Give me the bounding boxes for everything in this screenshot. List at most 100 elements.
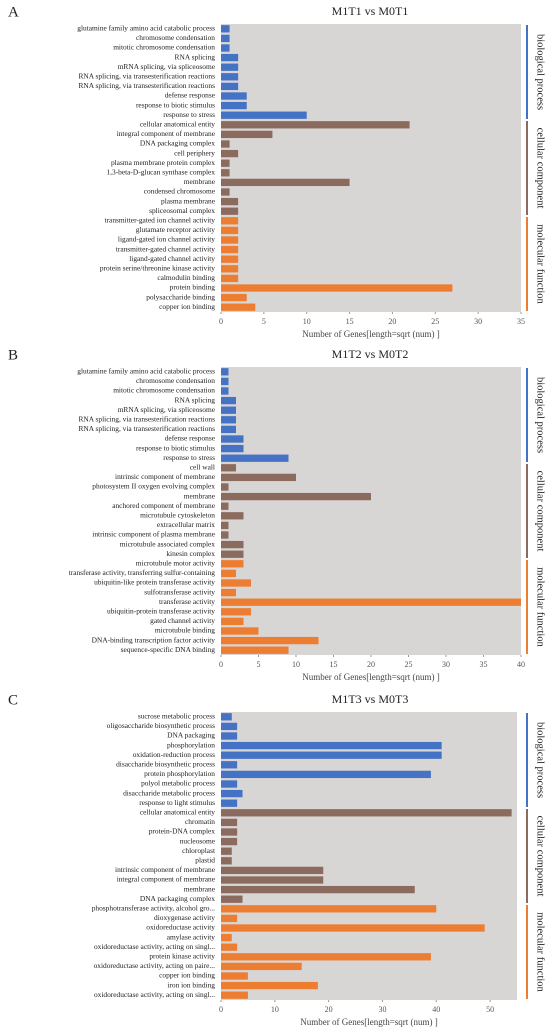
bar xyxy=(221,416,236,424)
category-label: polysaccharide binding xyxy=(146,292,215,301)
panel-label: C xyxy=(8,692,18,708)
category-label: photosystem II oxygen evolving complex xyxy=(92,482,215,491)
group-label: cellular component xyxy=(535,128,546,209)
bar xyxy=(221,159,230,167)
category-label: intrinsic component of membrane xyxy=(115,472,216,481)
bar xyxy=(221,885,415,894)
category-label: RNA splicing, via transesterification re… xyxy=(79,415,216,424)
group-label: biological process xyxy=(535,34,546,110)
x-tick-label: 15 xyxy=(330,660,338,669)
category-label: condensed chromosome xyxy=(144,187,216,196)
category-label: RNA splicing, via transesterification re… xyxy=(79,81,216,90)
category-label: glutamine family amino acid catabolic pr… xyxy=(77,24,215,33)
bar xyxy=(221,492,371,501)
bar xyxy=(221,866,324,875)
category-label: integral component of membrane xyxy=(117,875,216,884)
bar xyxy=(221,169,230,177)
category-label: spliceosomal complex xyxy=(149,206,215,215)
bar xyxy=(221,245,239,254)
category-label: RNA splicing xyxy=(175,52,216,61)
category-label: amylase activity xyxy=(167,932,216,941)
bar xyxy=(221,837,238,846)
category-label: chromosome condensation xyxy=(136,376,215,385)
category-label: 1,3-beta-D-glucan synthase complex xyxy=(106,168,215,177)
bar xyxy=(221,387,229,395)
category-label: iron ion binding xyxy=(167,980,215,989)
bar xyxy=(221,617,244,626)
category-label: mRNA splicing, via spliceosome xyxy=(118,405,216,414)
x-tick-label: 5 xyxy=(262,317,266,326)
group-label: biological process xyxy=(535,377,546,453)
bar xyxy=(221,265,239,273)
category-label: integral component of membrane xyxy=(117,129,216,138)
x-tick-label: 35 xyxy=(480,660,488,669)
bar xyxy=(221,274,239,283)
category-label: cellular anatomical entity xyxy=(140,120,215,129)
bar xyxy=(221,111,307,119)
category-label: plasma membrane protein complex xyxy=(111,158,215,167)
bar xyxy=(221,598,521,606)
bar xyxy=(221,799,238,807)
bar xyxy=(221,569,236,578)
bar xyxy=(221,284,453,292)
bar xyxy=(221,531,229,539)
bar xyxy=(221,646,289,654)
bar xyxy=(221,396,236,405)
panel-label: A xyxy=(8,4,19,20)
bar xyxy=(221,741,442,750)
bar xyxy=(221,303,256,311)
bar xyxy=(221,130,273,139)
bar xyxy=(221,962,302,971)
group-label: molecular function xyxy=(535,567,546,647)
bar xyxy=(221,92,247,100)
bar xyxy=(221,789,243,798)
bar xyxy=(221,627,259,635)
x-tick-label: 30 xyxy=(442,660,450,669)
group-label: molecular function xyxy=(535,912,546,992)
chart-title: M1T3 vs M0T3 xyxy=(332,692,409,706)
bar xyxy=(221,226,239,235)
bar xyxy=(221,636,319,645)
category-label: microtubule binding xyxy=(155,626,215,635)
bar xyxy=(221,895,243,903)
category-label: disaccharide metabolic process xyxy=(123,788,215,797)
plot-area xyxy=(221,712,517,1000)
bar xyxy=(221,991,248,999)
category-label: copper ion binding xyxy=(159,302,215,311)
x-tick-label: 40 xyxy=(517,660,525,669)
category-label: transferase activity, transferring sulfu… xyxy=(69,568,216,577)
category-label: chromatin xyxy=(185,817,215,826)
x-tick-label: 35 xyxy=(517,317,525,326)
bar xyxy=(221,780,238,788)
category-label: protein binding xyxy=(170,283,216,292)
category-label: protein serine/threonine kinase activity xyxy=(100,264,215,273)
category-label: plasma membrane xyxy=(161,196,216,205)
bar xyxy=(221,972,248,980)
bar xyxy=(221,608,251,616)
bar xyxy=(221,579,251,587)
bar xyxy=(221,818,238,827)
bar xyxy=(221,943,238,951)
bar xyxy=(221,857,232,865)
group-label: biological process xyxy=(535,722,546,798)
category-label: RNA splicing, via transesterification re… xyxy=(79,72,216,81)
category-label: phosphotransferase activity, alcohol gro… xyxy=(92,904,215,913)
category-label: ubiquitin-protein transferase activity xyxy=(107,607,215,616)
category-label: oxidation-reduction process xyxy=(133,750,215,759)
bar xyxy=(221,368,229,376)
bar xyxy=(221,44,230,52)
bar xyxy=(221,770,431,779)
category-label: response to biotic stimulus xyxy=(136,443,215,452)
category-label: oxidoreductase activity, acting on singl… xyxy=(94,990,215,999)
bar xyxy=(221,425,236,434)
bar xyxy=(221,751,442,759)
bar xyxy=(221,82,239,91)
bar xyxy=(221,197,239,206)
category-label: DNA packaging complex xyxy=(140,894,215,903)
bar xyxy=(221,207,239,215)
bar xyxy=(221,953,431,961)
category-label: anchored component of membrane xyxy=(112,501,216,510)
bar xyxy=(221,178,350,187)
category-label: chromosome condensation xyxy=(136,33,215,42)
x-tick-label: 20 xyxy=(367,660,375,669)
